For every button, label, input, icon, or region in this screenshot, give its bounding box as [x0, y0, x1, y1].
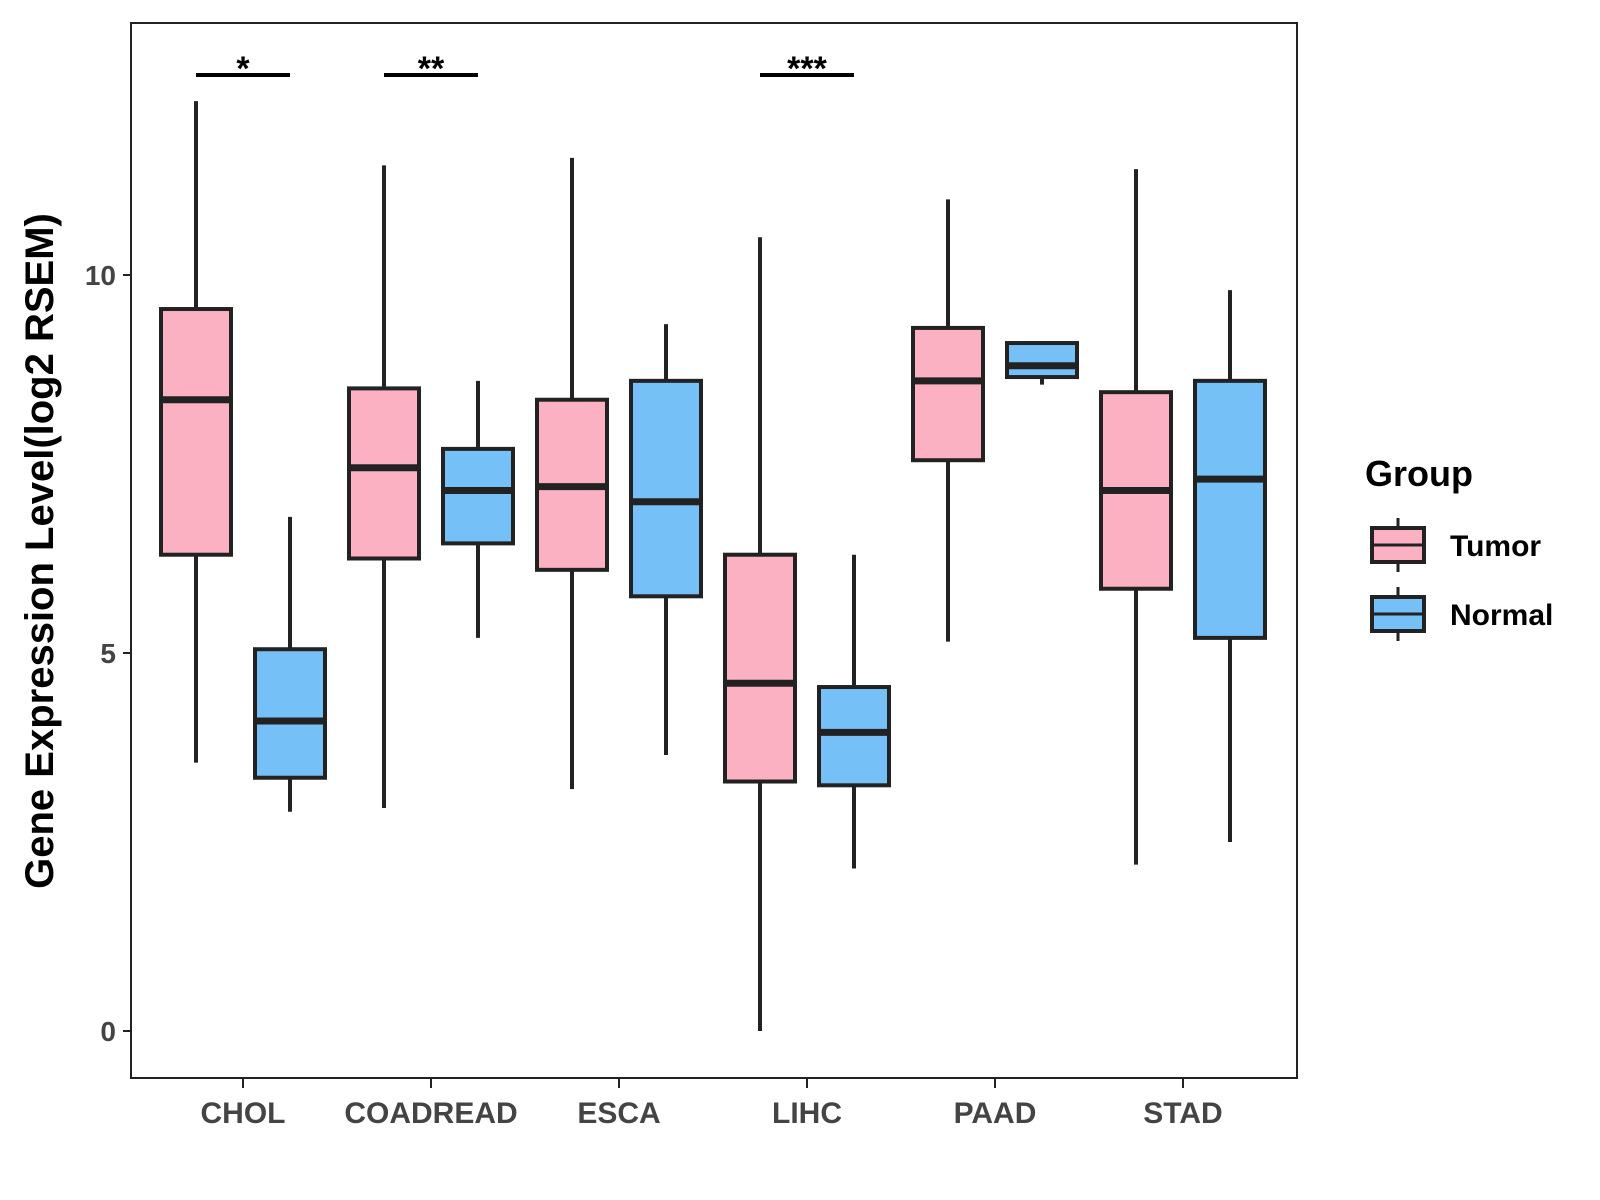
box-tumor-stad: [1099, 169, 1173, 865]
y-axis: 0 5 10: [85, 260, 131, 1047]
box-normal-chol: [253, 516, 327, 812]
significance-lihc: ***: [760, 50, 854, 88]
x-tick-label: COADREAD: [344, 1097, 517, 1130]
box-iqr: [817, 685, 891, 788]
box-normal-coadread: [441, 380, 515, 638]
box-iqr: [723, 552, 797, 784]
box-iqr: [441, 446, 515, 546]
box-tumor-coadread: [347, 165, 421, 808]
significance-label: **: [418, 50, 445, 88]
box-iqr: [253, 647, 327, 780]
box-iqr: [1005, 341, 1079, 380]
box-tumor-esca: [535, 157, 609, 790]
y-tick-label: 0: [100, 1016, 116, 1047]
significance-label: *: [236, 50, 250, 88]
box-iqr: [347, 386, 421, 561]
legend-title: Group: [1365, 453, 1473, 494]
box-normal-stad: [1193, 290, 1267, 842]
legend-label: Normal: [1450, 599, 1553, 632]
x-tick-label: PAAD: [954, 1097, 1037, 1130]
x-tick-label: ESCA: [577, 1097, 660, 1130]
significance-coadread: **: [384, 50, 478, 88]
y-tick-label: 5: [100, 638, 116, 669]
legend-item-normal: Normal: [1370, 587, 1553, 641]
significance-layer: * ** ***: [196, 50, 854, 88]
legend-label: Tumor: [1450, 530, 1541, 563]
x-tick-label: CHOL: [201, 1097, 286, 1130]
significance-label: ***: [787, 50, 827, 88]
y-axis-title: Gene Expression Level(log2 RSEM): [18, 213, 62, 889]
box-tumor-lihc: [723, 237, 797, 1031]
box-normal-lihc: [817, 554, 891, 869]
box-iqr: [159, 307, 233, 557]
x-tick-label: LIHC: [772, 1097, 842, 1130]
x-tick-label: STAD: [1143, 1097, 1222, 1130]
box-iqr: [1193, 378, 1267, 640]
box-normal-esca: [629, 324, 703, 756]
x-axis: CHOL COADREAD ESCA LIHC PAAD STAD: [201, 1078, 1223, 1130]
y-tick-label: 10: [85, 260, 116, 291]
box-tumor-paad: [911, 199, 985, 642]
significance-chol: *: [196, 50, 290, 88]
box-normal-paad: [1005, 341, 1079, 385]
box-iqr: [629, 378, 703, 599]
boxes-layer: [159, 101, 1267, 1031]
legend: Group Tumor Normal: [1365, 453, 1553, 641]
box-iqr: [911, 325, 985, 463]
legend-item-tumor: Tumor: [1370, 518, 1541, 572]
box-tumor-chol: [159, 101, 233, 763]
